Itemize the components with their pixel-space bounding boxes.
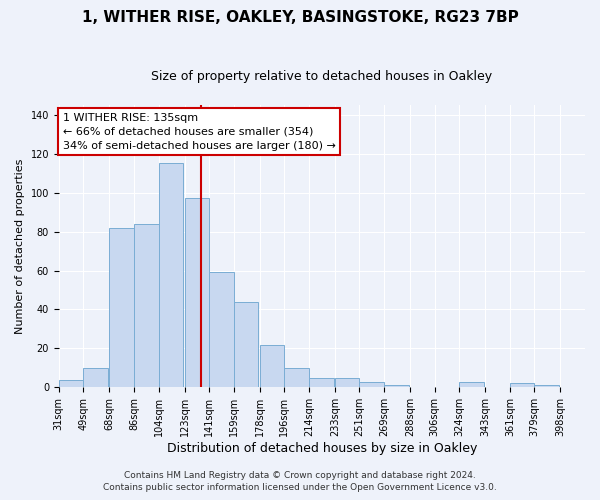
Bar bbox=[109, 228, 134, 388]
Bar bbox=[309, 378, 334, 388]
Bar bbox=[284, 368, 309, 388]
Bar bbox=[158, 164, 183, 388]
X-axis label: Distribution of detached houses by size in Oakley: Distribution of detached houses by size … bbox=[167, 442, 477, 455]
Text: 1, WITHER RISE, OAKLEY, BASINGSTOKE, RG23 7BP: 1, WITHER RISE, OAKLEY, BASINGSTOKE, RG2… bbox=[82, 10, 518, 25]
Bar bbox=[535, 386, 559, 388]
Bar bbox=[459, 382, 484, 388]
Bar bbox=[209, 272, 234, 388]
Bar bbox=[134, 224, 158, 388]
Bar bbox=[359, 382, 384, 388]
Bar bbox=[335, 378, 359, 388]
Text: 1 WITHER RISE: 135sqm
← 66% of detached houses are smaller (354)
34% of semi-det: 1 WITHER RISE: 135sqm ← 66% of detached … bbox=[63, 113, 336, 151]
Title: Size of property relative to detached houses in Oakley: Size of property relative to detached ho… bbox=[151, 70, 493, 83]
Bar bbox=[83, 368, 108, 388]
Bar bbox=[59, 380, 83, 388]
Y-axis label: Number of detached properties: Number of detached properties bbox=[15, 158, 25, 334]
Text: Contains HM Land Registry data © Crown copyright and database right 2024.
Contai: Contains HM Land Registry data © Crown c… bbox=[103, 471, 497, 492]
Bar bbox=[260, 344, 284, 388]
Bar bbox=[384, 386, 409, 388]
Bar bbox=[234, 302, 259, 388]
Bar bbox=[185, 198, 209, 388]
Bar bbox=[510, 384, 535, 388]
